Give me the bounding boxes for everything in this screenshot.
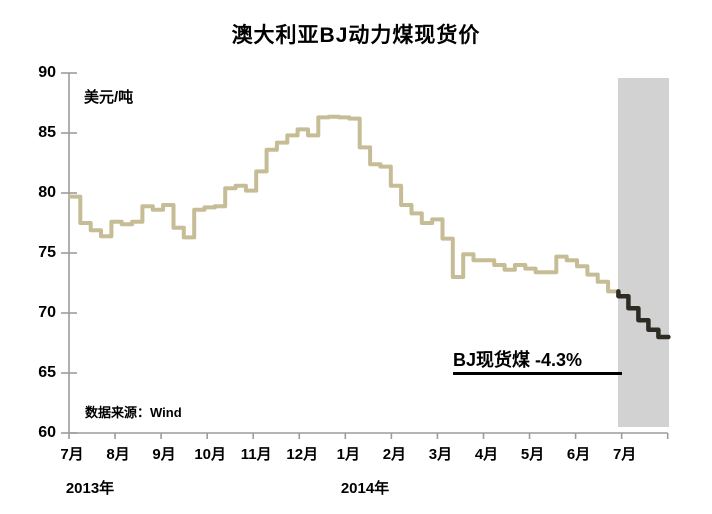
y-tick-label: 70	[38, 303, 56, 321]
data-source-label: 数据来源：Wind	[85, 405, 182, 420]
annotation-underline	[453, 372, 622, 375]
series-bj-spot-line	[68, 114, 621, 294]
highlight-band-current-month	[618, 78, 669, 427]
x-tick-label: 6月	[566, 446, 591, 463]
x-tick-label: 11月	[240, 446, 272, 463]
y-axis-unit-label: 美元/吨	[84, 89, 134, 106]
series-latest-month-line	[616, 289, 671, 340]
x-tick-label: 8月	[106, 446, 130, 463]
x-tick-label: 9月	[152, 446, 176, 463]
y-tick-label: 80	[38, 183, 56, 201]
x-tick-label: 12月	[286, 446, 319, 463]
year-label: 2013年	[65, 480, 115, 497]
y-tick-label: 90	[38, 63, 56, 81]
x-tick-label: 3月	[428, 446, 453, 463]
x-tick-label: 4月	[474, 446, 499, 463]
y-tick-label: 85	[38, 123, 56, 141]
y-tick-label: 65	[38, 363, 56, 381]
year-label: 2014年	[340, 480, 390, 497]
x-tick-label: 7月	[612, 446, 637, 463]
y-tick-label: 60	[38, 423, 56, 441]
y-tick-label: 75	[38, 243, 56, 261]
x-tick-label: 5月	[520, 446, 545, 463]
chart-title: 澳大利亚BJ动力煤现货价	[231, 24, 481, 47]
x-tick-label: 1月	[336, 446, 360, 463]
series-annotation-label: BJ现货煤 -4.3%	[453, 350, 583, 370]
x-tick-label: 2月	[382, 446, 407, 463]
x-tick-label: 10月	[194, 446, 226, 463]
x-tick-label: 7月	[60, 446, 84, 463]
